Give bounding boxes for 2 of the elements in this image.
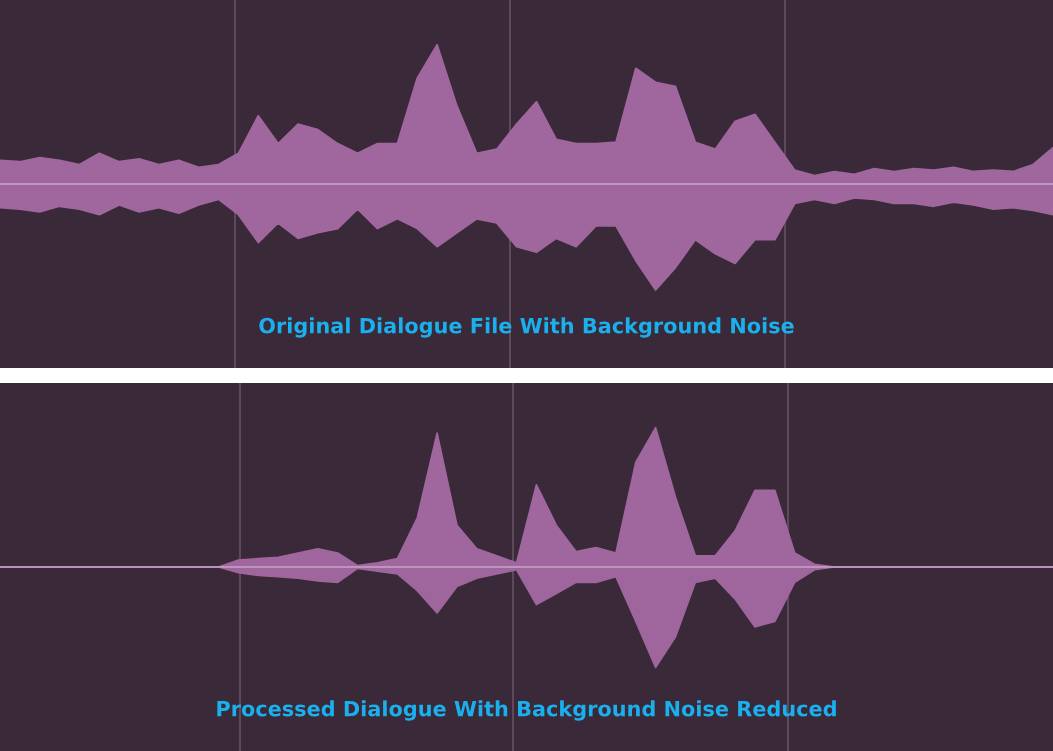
text: Processed Dialogue With Background Noise Reduced <box>217 700 836 721</box>
text: Original Dialogue File With Background Noise <box>259 317 794 338</box>
